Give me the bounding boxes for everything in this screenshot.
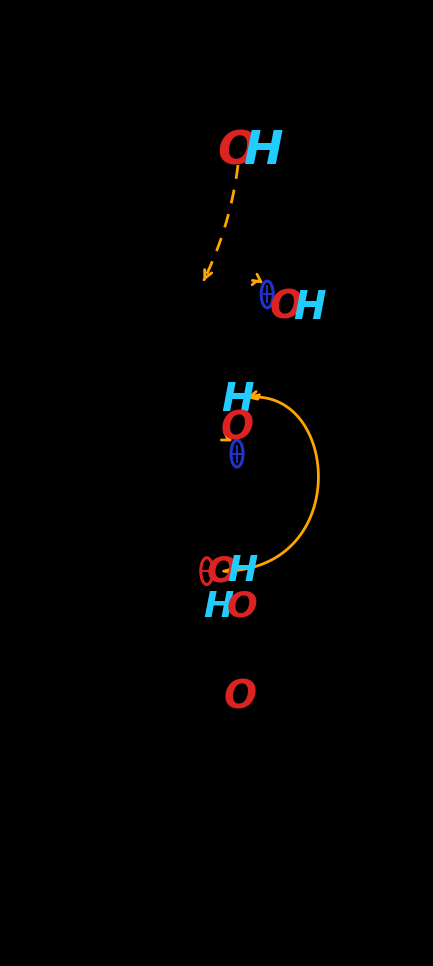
Text: H: H	[293, 289, 326, 327]
Text: O: O	[207, 554, 237, 588]
Text: H: H	[228, 554, 258, 588]
Text: O: O	[224, 678, 257, 717]
Text: O: O	[226, 590, 258, 624]
Text: H: H	[221, 381, 253, 419]
Text: O: O	[220, 410, 253, 447]
Text: H: H	[204, 590, 234, 624]
Text: H: H	[244, 129, 284, 174]
Text: O: O	[269, 289, 302, 327]
Text: O: O	[217, 129, 257, 174]
